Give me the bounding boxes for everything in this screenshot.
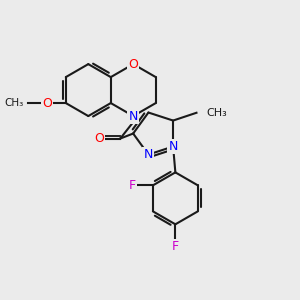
Text: N: N <box>129 110 138 122</box>
Text: N: N <box>168 140 178 153</box>
Text: CH₃: CH₃ <box>4 98 24 108</box>
Text: O: O <box>42 97 52 110</box>
Text: F: F <box>128 179 136 192</box>
Text: F: F <box>172 240 179 253</box>
Text: CH₃: CH₃ <box>206 108 227 118</box>
Text: O: O <box>128 58 138 70</box>
Text: N: N <box>144 148 153 161</box>
Text: O: O <box>94 132 104 145</box>
